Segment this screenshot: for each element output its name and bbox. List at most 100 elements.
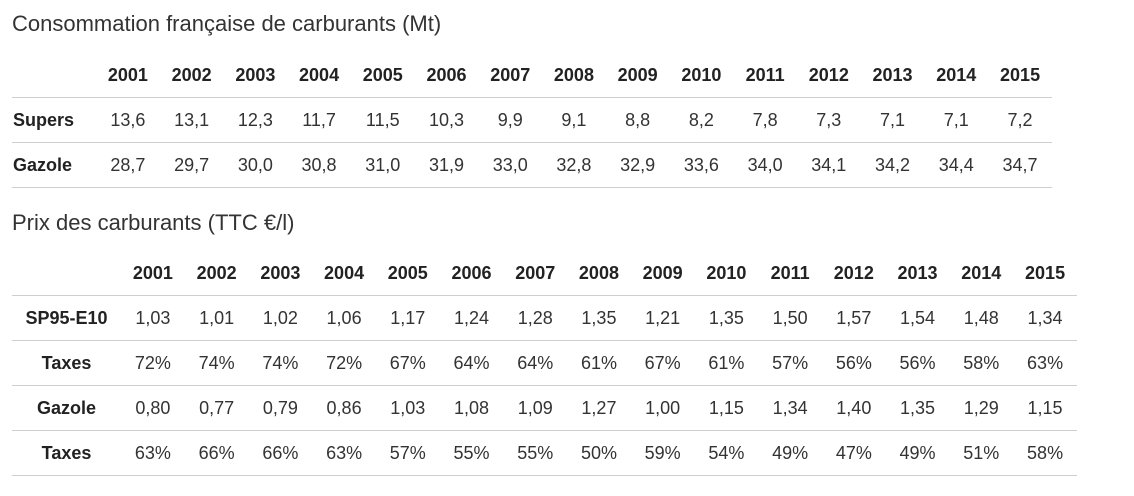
table-cell: 13,6 <box>96 97 160 143</box>
year-header: 2003 <box>260 262 301 283</box>
row-label: Gazole <box>12 142 97 188</box>
table-cell: 72% <box>312 340 376 386</box>
table-cell: 1,15 <box>1013 385 1077 431</box>
corner-cell <box>12 251 121 296</box>
table-cell: 72% <box>121 340 185 386</box>
table-cell: 1,40 <box>821 385 886 431</box>
year-header: 2012 <box>833 262 874 283</box>
table-cell: 8,8 <box>605 97 670 143</box>
row-label: Taxes <box>12 430 122 476</box>
table-header-row: 2001 2002 2003 2004 2005 2006 2007 2008 2009 2010… <box>12 251 1077 296</box>
table-cell: 1,34 <box>758 385 822 431</box>
table-cell: 0,86 <box>312 385 376 431</box>
year-header: 2009 <box>642 262 683 283</box>
row-label: SP95-E10 <box>12 295 122 341</box>
row-label: Taxes <box>12 340 122 386</box>
table-cell: 74% <box>184 340 249 386</box>
table-cell: 49% <box>885 430 950 476</box>
year-header: 2005 <box>387 262 428 283</box>
table-cell: 61% <box>567 340 631 386</box>
table-cell: 1,28 <box>503 295 568 341</box>
table-cell: 34,4 <box>924 142 989 188</box>
table-cell: 12,3 <box>223 97 288 143</box>
table-cell: 28,7 <box>96 142 160 188</box>
year-header: 2007 <box>490 64 531 85</box>
table-cell: 1,06 <box>312 295 376 341</box>
table-cell: 57% <box>375 430 440 476</box>
table-cell: 33,6 <box>669 142 734 188</box>
table-cell: 34,0 <box>733 142 797 188</box>
table-cell: 32,9 <box>605 142 670 188</box>
year-header: 2006 <box>426 64 467 85</box>
year-header: 2009 <box>617 64 658 85</box>
table-cell: 1,17 <box>375 295 440 341</box>
year-header: 2007 <box>515 262 556 283</box>
table-cell: 7,3 <box>796 97 861 143</box>
year-header: 2001 <box>132 262 173 283</box>
table-cell: 1,02 <box>248 295 313 341</box>
year-header: 2014 <box>961 262 1002 283</box>
table-cell: 64% <box>439 340 504 386</box>
table-cell: 0,79 <box>248 385 313 431</box>
row-label: Supers <box>12 97 97 143</box>
table-cell: 1,35 <box>567 295 631 341</box>
table-row: Gazole 0,80 0,77 0,79 0,86 1,03 1,08 1,09 1,27 1,… <box>12 385 1077 431</box>
table-cell: 1,35 <box>694 295 759 341</box>
year-header: 2010 <box>681 64 722 85</box>
year-header: 2002 <box>171 64 212 85</box>
table-cell: 64% <box>503 340 568 386</box>
table-cell: 1,35 <box>885 385 950 431</box>
table-cell: 13,1 <box>159 97 224 143</box>
table-row: Gazole 28,7 29,7 30,0 30,8 31,0 31,9 33,0 32,8 32… <box>12 142 1052 188</box>
table-cell: 51% <box>949 430 1014 476</box>
year-header: 2014 <box>936 64 977 85</box>
table-cell: 1,34 <box>1013 295 1077 341</box>
table-cell: 63% <box>121 430 185 476</box>
year-header: 2001 <box>107 64 148 85</box>
table-cell: 74% <box>248 340 313 386</box>
table-cell: 67% <box>375 340 440 386</box>
table-cell: 1,03 <box>375 385 440 431</box>
table-cell: 0,80 <box>121 385 185 431</box>
table-cell: 1,21 <box>630 295 695 341</box>
table-cell: 33,0 <box>478 142 543 188</box>
table-cell: 10,3 <box>414 97 479 143</box>
table-cell: 1,09 <box>503 385 568 431</box>
consumption-table-title: Consommation française de carburants (Mt… <box>12 11 442 36</box>
price-table-title: Prix des carburants (TTC €/l) <box>12 210 295 235</box>
table-header-row: 2001 2002 2003 2004 2005 2006 2007 2008 2009 2010… <box>12 53 1052 98</box>
corner-cell <box>12 53 96 98</box>
year-header: 2012 <box>808 64 849 85</box>
year-header: 2013 <box>872 64 913 85</box>
table-row: SP95-E10 1,03 1,01 1,02 1,06 1,17 1,24 1,28 1,35… <box>12 295 1077 341</box>
table-cell: 31,0 <box>350 142 415 188</box>
table-cell: 63% <box>1013 340 1077 386</box>
table-cell: 31,9 <box>414 142 479 188</box>
table-cell: 1,15 <box>694 385 759 431</box>
table-cell: 8,2 <box>669 97 734 143</box>
year-header: 2008 <box>553 64 594 85</box>
year-header: 2008 <box>578 262 619 283</box>
table-cell: 58% <box>949 340 1014 386</box>
year-header: 2005 <box>362 64 403 85</box>
table-cell: 1,48 <box>949 295 1014 341</box>
table-cell: 1,27 <box>567 385 631 431</box>
table-cell: 7,1 <box>860 97 925 143</box>
year-header: 2010 <box>706 262 747 283</box>
table-cell: 9,1 <box>542 97 606 143</box>
table-cell: 7,2 <box>988 97 1052 143</box>
year-header: 2011 <box>770 262 810 283</box>
table-cell: 66% <box>184 430 249 476</box>
year-header: 2006 <box>451 262 492 283</box>
table-cell: 1,03 <box>121 295 185 341</box>
table-cell: 50% <box>567 430 631 476</box>
price-table: 2001 2002 2003 2004 2005 2006 2007 2008 2009 2010… <box>12 251 1077 476</box>
table-cell: 63% <box>312 430 376 476</box>
table-cell: 55% <box>439 430 504 476</box>
table-cell: 34,2 <box>860 142 925 188</box>
table-cell: 67% <box>630 340 695 386</box>
consumption-table: 2001 2002 2003 2004 2005 2006 2007 2008 2009 2010… <box>12 53 1052 188</box>
table-cell: 66% <box>248 430 313 476</box>
table-cell: 61% <box>694 340 759 386</box>
table-cell: 47% <box>821 430 886 476</box>
